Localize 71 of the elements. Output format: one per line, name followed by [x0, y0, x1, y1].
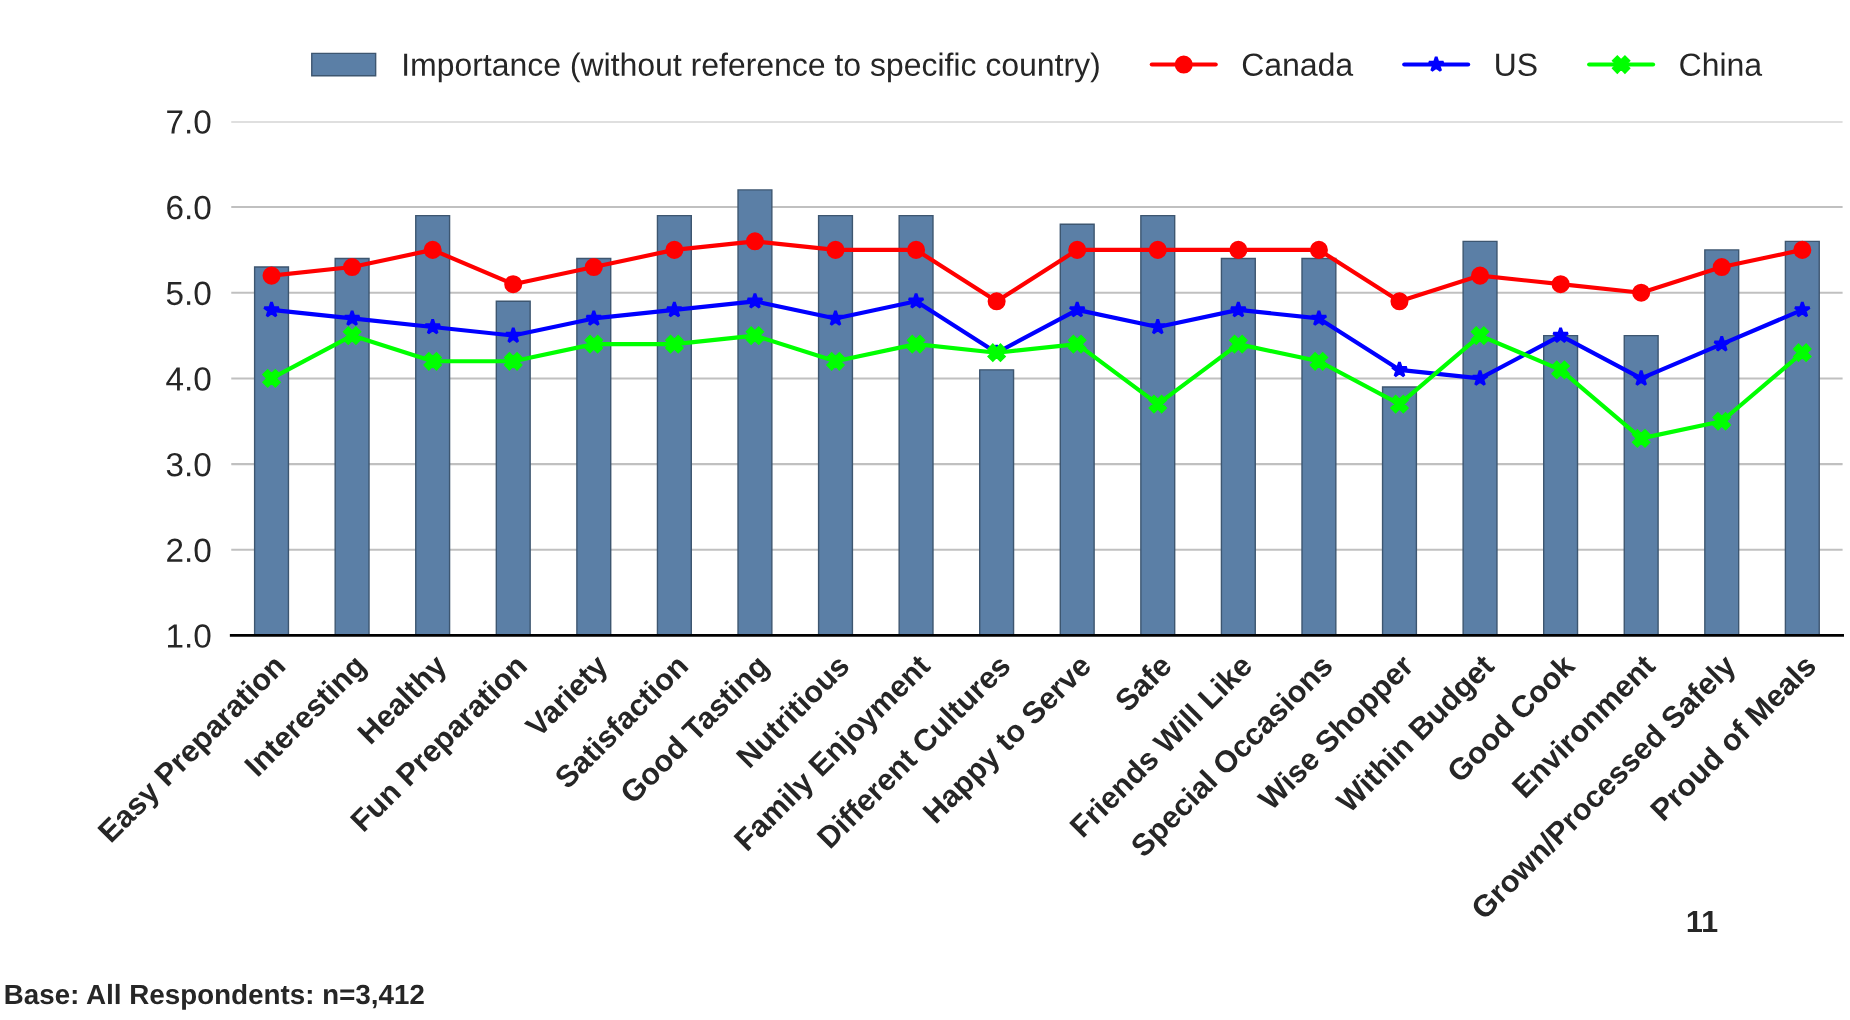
point — [1390, 292, 1409, 311]
y-tick-label: 1.0 — [168, 624, 211, 648]
point — [504, 326, 522, 344]
point — [1390, 395, 1409, 414]
point — [343, 258, 362, 277]
y-tick-label: 5.0 — [166, 281, 211, 306]
point — [665, 240, 684, 259]
y-tick-label: 3.0 — [166, 452, 211, 477]
point — [1068, 240, 1087, 259]
y-tick-label: 7.0 — [167, 110, 211, 134]
point — [987, 292, 1006, 311]
point — [1309, 352, 1328, 371]
point — [1068, 335, 1087, 354]
text: 11 — [1687, 911, 1718, 933]
point — [343, 326, 362, 345]
point — [1390, 360, 1409, 378]
point — [1471, 266, 1490, 285]
point — [424, 317, 442, 335]
point — [262, 300, 281, 318]
point — [1632, 429, 1651, 448]
legend-label: US — [1496, 53, 1537, 77]
point — [1149, 317, 1167, 335]
point — [1148, 395, 1167, 414]
point — [907, 240, 926, 259]
point — [1310, 309, 1328, 327]
point — [504, 275, 523, 294]
y-tick-label: 6.0 — [167, 195, 211, 220]
point — [1713, 335, 1731, 352]
y-tick-label: 2.0 — [167, 538, 211, 563]
point — [665, 335, 684, 354]
legend-label: China — [1680, 52, 1763, 77]
text: Base: All Respondents: n=3,412 — [5, 983, 424, 1010]
point — [826, 240, 845, 259]
point — [1229, 300, 1247, 318]
point — [585, 309, 603, 327]
point — [745, 232, 764, 251]
point — [1793, 343, 1812, 362]
point — [1148, 240, 1167, 259]
point — [584, 258, 603, 277]
point — [504, 352, 523, 371]
point — [1793, 240, 1812, 259]
point — [1471, 369, 1489, 386]
point — [584, 335, 603, 354]
point — [907, 292, 925, 309]
legend-label: Canada — [1242, 52, 1354, 77]
point — [262, 369, 281, 388]
point — [745, 326, 764, 345]
point — [907, 335, 926, 354]
point — [826, 352, 845, 371]
point — [1551, 360, 1570, 379]
point — [1712, 258, 1731, 277]
point — [1229, 335, 1248, 354]
point — [665, 300, 684, 318]
point — [1632, 283, 1651, 302]
point — [343, 309, 361, 327]
point — [262, 266, 281, 285]
point — [423, 240, 442, 259]
y-tick-label: 4.0 — [166, 367, 211, 391]
point — [1068, 300, 1086, 318]
point — [1793, 300, 1811, 318]
point — [1712, 412, 1731, 431]
point — [1471, 326, 1490, 345]
point — [1551, 326, 1570, 344]
legend-label: Importance (without reference to specific country) — [404, 52, 1099, 83]
point — [1632, 369, 1650, 386]
point — [1309, 240, 1328, 259]
point — [746, 292, 764, 309]
point — [1551, 275, 1570, 294]
point — [1229, 240, 1248, 259]
point — [826, 309, 845, 327]
point — [423, 352, 442, 371]
